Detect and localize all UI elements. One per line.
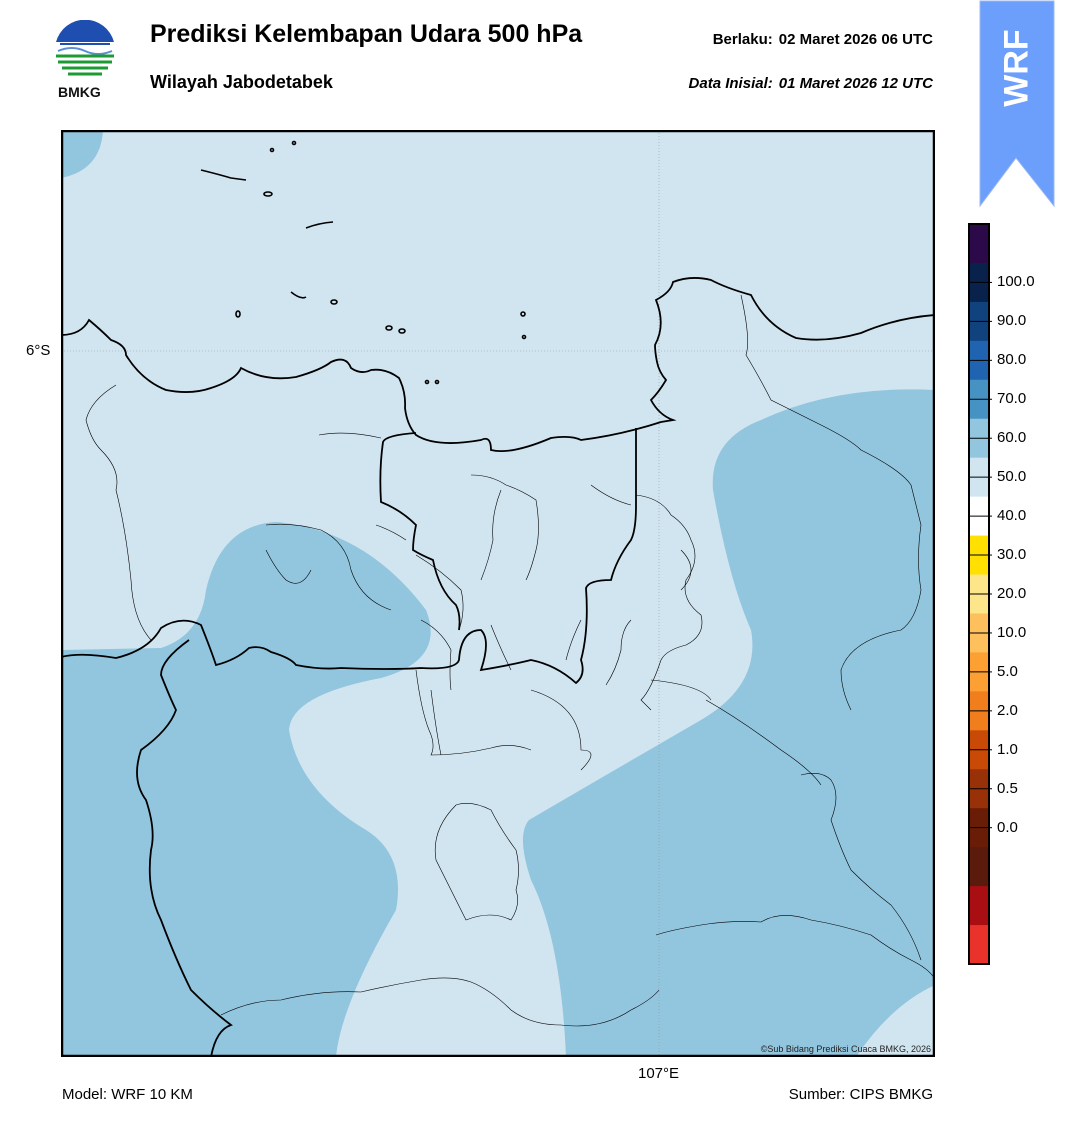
logo-text: BMKG bbox=[58, 84, 101, 100]
coastline bbox=[62, 277, 934, 453]
colorbar-tick-label: 90.0 bbox=[997, 312, 1027, 330]
valid-value: 02 Maret 2026 06 UTC bbox=[778, 31, 933, 48]
init-time: Data Inisial: 01 Maret 2026 12 UTC bbox=[689, 75, 933, 92]
colorbar-tick-label: 1.0 bbox=[997, 740, 1018, 758]
regency-borders bbox=[85, 294, 934, 1027]
humidity-zone-topleft bbox=[62, 131, 103, 178]
humidity-zone-west bbox=[62, 522, 431, 1056]
colorbar-tick-label: 70.0 bbox=[997, 390, 1027, 408]
colorbar-tick-label: 20.0 bbox=[997, 585, 1027, 602]
province-border-jakarta bbox=[379, 432, 461, 631]
colorbar-tick-label: 30.0 bbox=[997, 546, 1027, 564]
colorbar-tick-label: 0.0 bbox=[997, 818, 1018, 836]
humidity-zone-southeast bbox=[856, 985, 934, 1056]
colorbar-tick-label: 40.0 bbox=[997, 507, 1027, 525]
lon-label: 107°E bbox=[638, 1065, 680, 1082]
map-credit: ©Sub Bidang Prediksi Cuaca BMKG, 2026 bbox=[760, 1044, 931, 1054]
source-label: Sumber: CIPS BMKG bbox=[788, 1086, 933, 1103]
colorbar-segment bbox=[969, 847, 989, 887]
bmkg-logo bbox=[52, 19, 118, 84]
colorbar-segment bbox=[969, 224, 989, 264]
bmkg-logo-icon bbox=[55, 19, 115, 80]
init-value: 01 Maret 2026 12 UTC bbox=[778, 75, 933, 92]
colorbar-tick-label: 10.0 bbox=[997, 623, 1027, 641]
page-title: Prediksi Kelembapan Udara 500 hPa bbox=[150, 20, 583, 48]
colorbar-tick-label: 80.0 bbox=[997, 351, 1027, 369]
colorbar-scale bbox=[968, 223, 992, 965]
colorbar-tick-label: 0.5 bbox=[997, 779, 1018, 797]
province-border-west bbox=[136, 639, 233, 1056]
map-canvas bbox=[60, 129, 936, 1058]
wrf-badge-text: WRF bbox=[997, 29, 1036, 107]
colorbar-segment bbox=[969, 886, 989, 926]
colorbar-tick-label: 2.0 bbox=[997, 701, 1018, 719]
init-label: Data Inisial: bbox=[688, 75, 773, 92]
humidity-zone-east bbox=[522, 389, 934, 1056]
colorbar-tick-label: 60.0 bbox=[997, 429, 1027, 447]
wrf-badge: WRF bbox=[979, 0, 1055, 210]
colorbar-segment bbox=[969, 925, 989, 965]
lat-label: 6°S bbox=[26, 342, 51, 359]
map-frame bbox=[60, 129, 936, 1058]
colorbar-tick-label: 50.0 bbox=[997, 468, 1027, 486]
colorbar-tick-label: 5.0 bbox=[997, 662, 1018, 680]
valid-label: Berlaku: bbox=[712, 31, 773, 48]
colorbar-tick-label: 100.0 bbox=[997, 273, 1035, 291]
valid-time: Berlaku: 02 Maret 2026 06 UTC bbox=[713, 31, 933, 48]
islands bbox=[200, 140, 527, 385]
model-label: Model: WRF 10 KM bbox=[62, 1086, 193, 1103]
page-subtitle: Wilayah Jabodetabek bbox=[150, 72, 333, 92]
colorbar: 100.0 90.0 80.0 70.0 60.0 50.0 40.0 30.0 20.0 10.… bbox=[968, 222, 1078, 967]
